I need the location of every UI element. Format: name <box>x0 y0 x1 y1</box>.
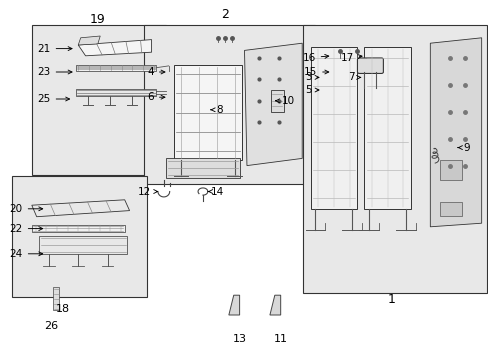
Bar <box>439 202 461 216</box>
Polygon shape <box>78 40 151 56</box>
Bar <box>76 65 156 71</box>
Polygon shape <box>78 36 100 45</box>
Text: 4: 4 <box>147 67 164 77</box>
Bar <box>32 25 166 175</box>
Text: 18: 18 <box>56 304 69 314</box>
Text: 22: 22 <box>9 224 42 234</box>
Bar <box>439 160 461 180</box>
Polygon shape <box>244 43 302 166</box>
Polygon shape <box>32 200 129 217</box>
Text: 14: 14 <box>208 186 224 197</box>
Text: 13: 13 <box>232 334 246 344</box>
Text: 10: 10 <box>275 96 294 106</box>
Text: 26: 26 <box>44 321 58 331</box>
Text: 15: 15 <box>303 67 328 77</box>
Text: 2: 2 <box>221 8 228 21</box>
FancyBboxPatch shape <box>357 58 383 73</box>
Text: 19: 19 <box>90 13 105 26</box>
Bar <box>76 89 156 96</box>
Text: 17: 17 <box>340 53 361 63</box>
Bar <box>32 225 124 232</box>
Bar <box>364 47 410 209</box>
Bar <box>12 176 146 297</box>
Polygon shape <box>269 295 280 315</box>
Text: 11: 11 <box>274 334 287 344</box>
Bar <box>144 25 315 184</box>
Text: 3: 3 <box>304 72 318 82</box>
Text: 20: 20 <box>10 204 42 214</box>
Bar <box>166 158 239 178</box>
Text: 25: 25 <box>37 94 69 104</box>
Text: 1: 1 <box>386 293 394 306</box>
Text: 21: 21 <box>37 44 72 54</box>
Text: 16: 16 <box>302 53 328 63</box>
Text: 5: 5 <box>304 85 318 95</box>
Bar <box>53 287 59 310</box>
Text: 7: 7 <box>347 72 360 82</box>
Text: 8: 8 <box>210 105 223 115</box>
Bar <box>39 236 127 254</box>
Text: 9: 9 <box>457 143 469 153</box>
Bar <box>271 90 283 112</box>
Bar <box>310 47 356 209</box>
Text: 12: 12 <box>137 186 157 197</box>
Bar <box>303 25 486 293</box>
Text: 23: 23 <box>37 67 72 77</box>
Text: 24: 24 <box>9 249 42 259</box>
Polygon shape <box>228 295 239 315</box>
Bar <box>173 65 242 160</box>
Polygon shape <box>429 38 481 227</box>
Text: 6: 6 <box>147 92 164 102</box>
